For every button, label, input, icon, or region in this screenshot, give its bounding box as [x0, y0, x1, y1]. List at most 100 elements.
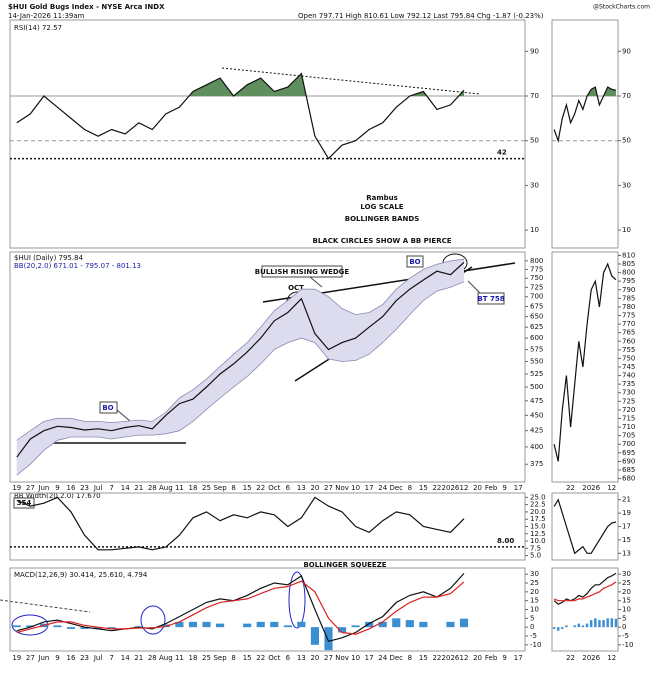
y-tick-label: 715	[622, 414, 635, 422]
histogram-bar	[310, 627, 319, 645]
x-tick-label: 22	[566, 484, 575, 492]
x-tick-label: 20	[310, 484, 319, 492]
y-tick-label: 17	[622, 523, 631, 531]
histogram-bar	[459, 618, 469, 628]
y-tick-label: 695	[622, 449, 635, 457]
histogram-bar	[581, 625, 585, 628]
y-tick-label: 90	[530, 47, 539, 55]
annotation: OCT	[288, 284, 304, 292]
y-tick-label: 500	[530, 383, 543, 391]
note: Rambus	[366, 194, 398, 202]
note: LOG SCALE	[360, 203, 403, 211]
y-tick-label: 805	[622, 260, 635, 268]
panel-title: RSI(14) 72.57	[14, 24, 62, 32]
histogram-bar	[446, 621, 455, 628]
y-tick-label: 400	[530, 443, 543, 451]
y-tick-label: 10	[530, 606, 539, 614]
histogram-bar	[577, 623, 581, 628]
panel-subtitle: BB(20,2.0) 671.01 - 795.07 - 801.13	[14, 262, 141, 270]
x-tick-label: 17	[514, 654, 523, 662]
x-tick-label: 13	[297, 484, 306, 492]
histogram-bar	[26, 625, 35, 628]
panel-frame	[9, 251, 526, 483]
histogram-bar	[351, 625, 360, 628]
x-tick-label: 20	[310, 654, 319, 662]
x-tick-label: 16	[67, 484, 76, 492]
y-tick-label: 675	[530, 303, 543, 311]
histogram-bar	[602, 620, 605, 628]
x-tick-label: 6	[286, 484, 291, 492]
series-line	[16, 72, 465, 160]
y-tick-label: 50	[530, 137, 539, 145]
x-tick-label: 16	[67, 654, 76, 662]
x-tick-label: 12	[460, 484, 469, 492]
x-tick-label: Oct	[268, 654, 280, 662]
x-tick-label: 20	[473, 654, 482, 662]
chart-title: $HUI Gold Bugs Index - NYSE Arca INDX	[8, 3, 165, 11]
y-tick-label: 375	[530, 460, 543, 468]
x-tick-label: 15	[243, 654, 252, 662]
histogram-bar	[202, 621, 211, 628]
annotation-box	[261, 265, 343, 278]
histogram-bar	[378, 621, 387, 628]
histogram-bar	[606, 618, 609, 628]
x-tick-label: 2026	[442, 484, 460, 492]
y-tick-label: 30	[530, 181, 539, 189]
x-tick-label: 13	[297, 654, 306, 662]
histogram-bar	[53, 625, 62, 628]
y-tick-label: 12.5	[530, 530, 546, 538]
histogram-bar	[216, 623, 225, 628]
histogram-bar	[283, 625, 292, 628]
series-line	[16, 496, 465, 551]
y-tick-label: 735	[622, 380, 635, 388]
histogram-bar	[552, 627, 556, 629]
x-tick-label: 27	[26, 484, 35, 492]
y-tick-label: 625	[530, 323, 543, 331]
y-tick-label: 425	[530, 427, 543, 435]
x-tick-label: 19	[12, 654, 21, 662]
x-tick-label: 2026	[582, 654, 600, 662]
x-tick-label: 18	[188, 484, 197, 492]
y-tick-label: 775	[622, 312, 635, 320]
histogram-bar	[561, 627, 564, 629]
series-line	[553, 262, 617, 462]
x-tick-label: 21	[134, 654, 143, 662]
y-tick-label: 30	[530, 570, 539, 578]
y-tick-label: 700	[622, 440, 635, 448]
series-line	[553, 581, 617, 602]
annotation-box	[99, 401, 118, 414]
y-tick-label: 650	[530, 313, 543, 321]
x-tick-label: 23	[80, 654, 89, 662]
histogram-bar	[573, 625, 576, 628]
y-tick-label: 50	[622, 137, 631, 145]
y-tick-label: 30	[622, 570, 631, 578]
y-tick-label: 10.0	[530, 537, 546, 545]
x-tick-label: 22	[256, 654, 265, 662]
x-tick-label: 25	[202, 484, 211, 492]
x-tick-label: 15	[419, 484, 428, 492]
x-tick-label: 24	[378, 654, 387, 662]
panel-title: MACD(12,26,9) 30.414, 25.610, 4.794	[14, 571, 148, 579]
histogram-bar	[585, 623, 589, 628]
y-tick-label: 475	[530, 397, 543, 405]
histogram-bar	[405, 620, 414, 628]
histogram-bar	[66, 627, 76, 629]
x-tick-label: 11	[175, 654, 184, 662]
y-tick-label: 15	[530, 597, 539, 605]
arrow	[116, 409, 131, 422]
histogram-bar	[594, 618, 597, 628]
arrow	[309, 276, 323, 288]
histogram-bar	[337, 627, 347, 633]
y-tick-label: -10	[622, 641, 633, 649]
x-tick-label: 19	[12, 484, 21, 492]
x-tick-label: 2026	[582, 484, 600, 492]
y-tick-label: 550	[530, 357, 543, 365]
y-tick-label: 90	[622, 47, 631, 55]
x-tick-label: Dec	[389, 654, 403, 662]
histogram-bar	[94, 627, 103, 629]
x-tick-label: 28	[148, 654, 157, 662]
x-tick-label: 27	[324, 654, 333, 662]
x-tick-label: 23	[80, 484, 89, 492]
x-tick-label: 15	[243, 484, 252, 492]
